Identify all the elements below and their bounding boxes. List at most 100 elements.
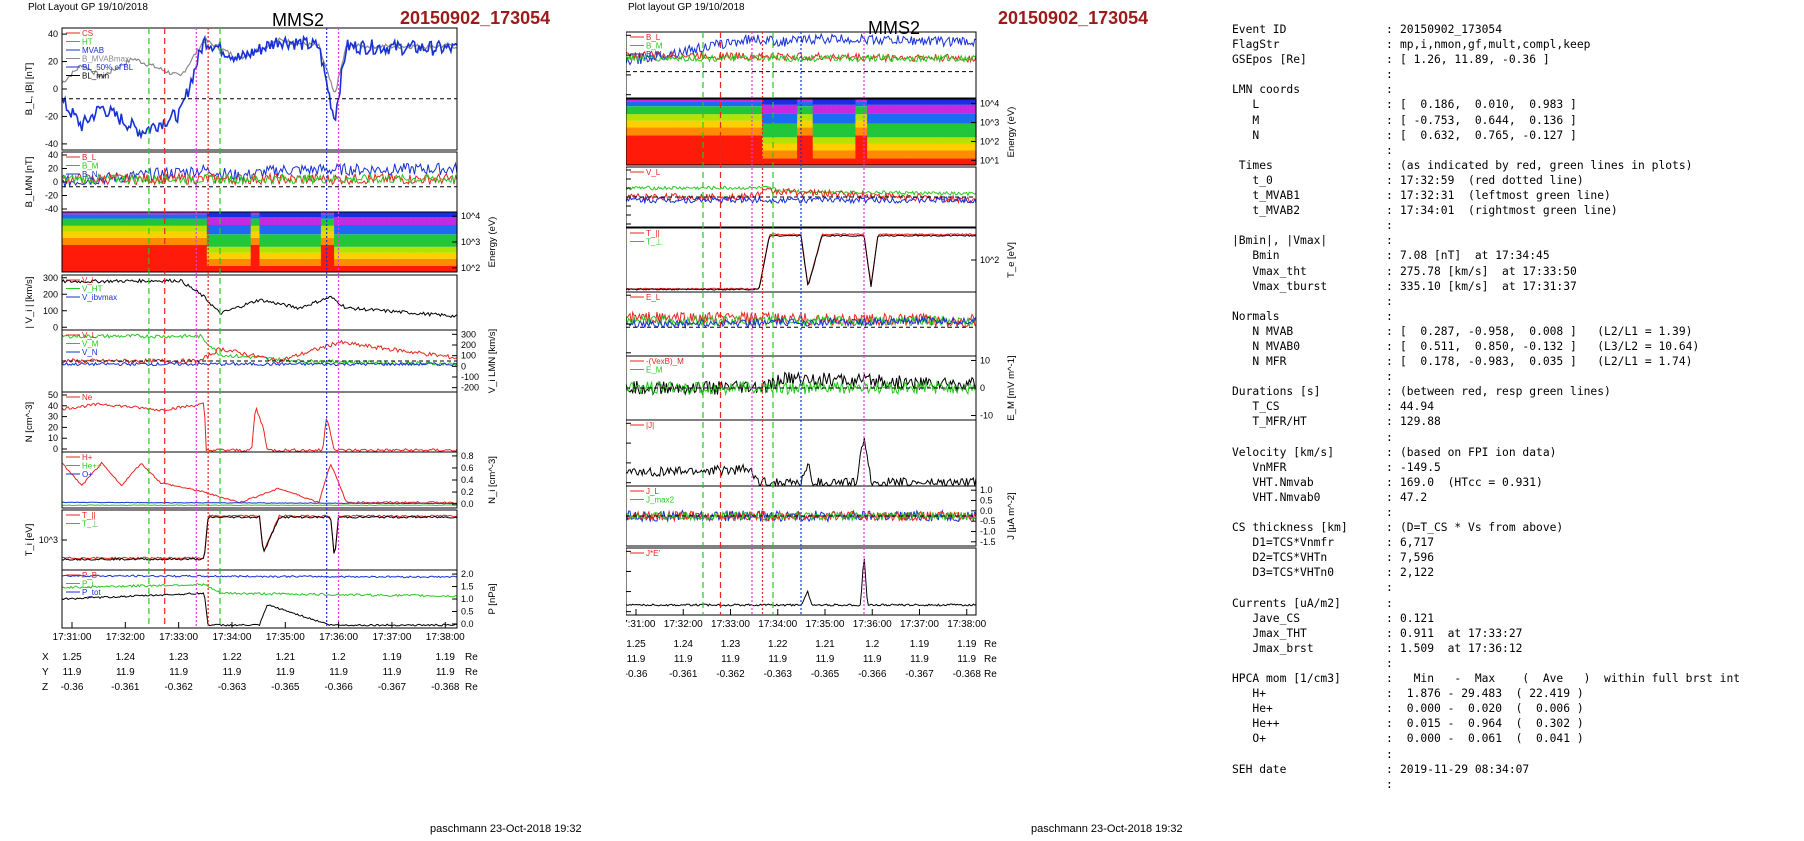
info-colon: : <box>1386 732 1393 746</box>
info-key: t_MVAB1 <box>1232 189 1301 203</box>
legend-entry: B_M <box>82 162 99 171</box>
info-key: t_MVAB2 <box>1232 204 1301 218</box>
info-row: : <box>1232 67 1740 82</box>
y-tick-label: 40 <box>48 29 58 39</box>
panel-2: 10^4 10^3 10^2 10^1 Energy (eV) <box>626 98 1017 166</box>
series-line-3 <box>61 592 458 627</box>
y-tick-label-right: 10^4 <box>980 99 999 109</box>
legend-entry: V_L <box>82 331 97 340</box>
y-axis-label: B_L, |B| [nT] <box>24 63 35 115</box>
info-row: Times: (as indicated by red, green lines … <box>1232 158 1740 173</box>
position-value: 1.19 <box>957 639 977 650</box>
panel-1: 40 20 0 -20 -40 B_L, |B| [nT] CSHTMVABB_MVABma… <box>24 27 458 151</box>
legend-entry: B_N <box>82 170 98 179</box>
legend-entry: B_N <box>646 50 662 59</box>
info-colon: : <box>1386 370 1393 384</box>
info-value: 0.000 - 0.061 ( 0.041 ) <box>1400 732 1584 746</box>
info-key: N <box>1232 128 1260 142</box>
info-value: 0.121 <box>1400 611 1435 625</box>
y-tick-label-right: 0.4 <box>461 475 474 485</box>
info-row: : <box>1232 747 1740 762</box>
series-line-3 <box>626 195 977 205</box>
info-colon: : <box>1386 385 1393 399</box>
position-value: 11.9 <box>721 654 740 665</box>
legend-entry: B_MVABmax <box>82 55 129 64</box>
legend-entry: V_L <box>646 168 661 177</box>
series-line-2 <box>61 501 458 505</box>
info-key: Jmax_brst <box>1232 641 1314 655</box>
info-colon: : <box>1386 68 1393 82</box>
panel-5: 100-10E_LMN [mV m^-1]E_L <box>626 291 977 357</box>
info-key: Vmax_tburst <box>1232 279 1328 293</box>
layout-header: Plot layout GP 19/10/2018 <box>628 2 745 13</box>
position-value: -0.366 <box>324 682 353 693</box>
info-key: t_0 <box>1232 173 1273 187</box>
y-tick-label-right: 0.2 <box>461 487 474 497</box>
y-tick-label-right: -1.0 <box>980 526 996 536</box>
position-value: -0.365 <box>811 669 840 680</box>
info-colon: : <box>1386 415 1393 429</box>
series-line-2 <box>61 171 458 187</box>
event-id-title: 20150902_173054 <box>998 8 1149 28</box>
info-row: Jave_CS:0.121 <box>1232 611 1740 626</box>
panel-8: 1.00.50.0-0.5-1.0-1.5 J [µA m^-2] J_LJ_max… <box>626 485 1017 547</box>
info-colon: : <box>1386 204 1393 218</box>
info-key: |Bmin|, |Vmax| <box>1232 234 1328 248</box>
info-colon: : <box>1386 551 1393 565</box>
y-tick-label-right: 10^3 <box>980 118 999 128</box>
y-tick-label: 0 <box>53 444 58 454</box>
info-colon: : <box>1386 521 1393 535</box>
info-key: FlagStr <box>1232 38 1280 52</box>
info-colon: : <box>1386 747 1393 761</box>
info-key: D3=TCS*VHTn0 <box>1232 566 1335 580</box>
position-value: -0.365 <box>271 682 300 693</box>
y-tick-label: 100 <box>43 306 58 316</box>
info-row: N MFR: [ 0.178, -0.983, 0.035 ] (L2/L1 = … <box>1232 354 1740 369</box>
y-axis-label-right: Energy (eV) <box>1006 107 1017 158</box>
info-key: VHT.Nmvab <box>1232 475 1314 489</box>
position-value: -0.361 <box>669 669 698 680</box>
y-axis-label-right: N_i [cm^-3] <box>487 456 498 504</box>
legend-entry: B_L <box>646 33 661 42</box>
position-value: -0.367 <box>905 669 934 680</box>
legend-entry: V_M <box>82 340 99 349</box>
position-value: 11.9 <box>816 654 835 665</box>
info-key: O+ <box>1232 732 1267 746</box>
info-row: t_0:17:32:59 (red dotted line) <box>1232 173 1740 188</box>
info-colon: : <box>1386 490 1393 504</box>
info-key: L <box>1232 98 1260 112</box>
info-row: M: [ -0.753, 0.644, 0.136 ] <box>1232 113 1740 128</box>
y-axis-label-right: E_M [mV m^-1] <box>1006 355 1017 420</box>
position-value: 1.2 <box>865 639 879 650</box>
info-row: N: [ 0.632, 0.765, -0.127 ] <box>1232 128 1740 143</box>
info-colon: : <box>1386 309 1393 323</box>
info-value: 47.2 <box>1400 490 1428 504</box>
position-axis-label: Y <box>42 667 49 678</box>
position-value: 11.9 <box>674 654 693 665</box>
info-value: 2019-11-29 08:34:07 <box>1400 762 1530 776</box>
panel-frame <box>61 391 458 453</box>
info-value: 6,717 <box>1400 536 1435 550</box>
info-value: [ -0.753, 0.644, 0.136 ] <box>1400 113 1577 127</box>
panel-frame <box>61 569 458 629</box>
position-value: -0.368 <box>431 682 460 693</box>
y-tick-label-right: 10^2 <box>980 136 999 146</box>
info-colon: : <box>1386 53 1393 67</box>
panel-2: 40 20 0 -20 -40 B_LMN [nT] B_LB_MB_N <box>24 150 458 214</box>
position-value: -0.362 <box>716 669 745 680</box>
info-row: H+: 1.876 - 29.483 ( 22.419 ) <box>1232 686 1740 701</box>
y-tick-label: 10 <box>48 433 58 443</box>
legend-entry: V_ibvmax <box>82 293 117 302</box>
info-colon: : <box>1386 294 1393 308</box>
info-row: N MVAB: [ 0.287, -0.958, 0.008 ] (L2/L1 =… <box>1232 324 1740 339</box>
position-value: -0.36 <box>626 669 648 680</box>
info-value: 20150902_173054 <box>1400 23 1503 36</box>
position-value: 1.22 <box>222 652 242 663</box>
info-key: N MVAB <box>1232 324 1294 338</box>
x-tick-label: 17:34:00 <box>213 632 252 643</box>
y-tick-label-right: 1.5 <box>461 582 474 592</box>
info-row: : <box>1232 143 1740 158</box>
footer-credit: paschmann 23-Oct-2018 19:32 <box>430 823 582 835</box>
info-row: VHT.Nmvab0:47.2 <box>1232 490 1740 505</box>
